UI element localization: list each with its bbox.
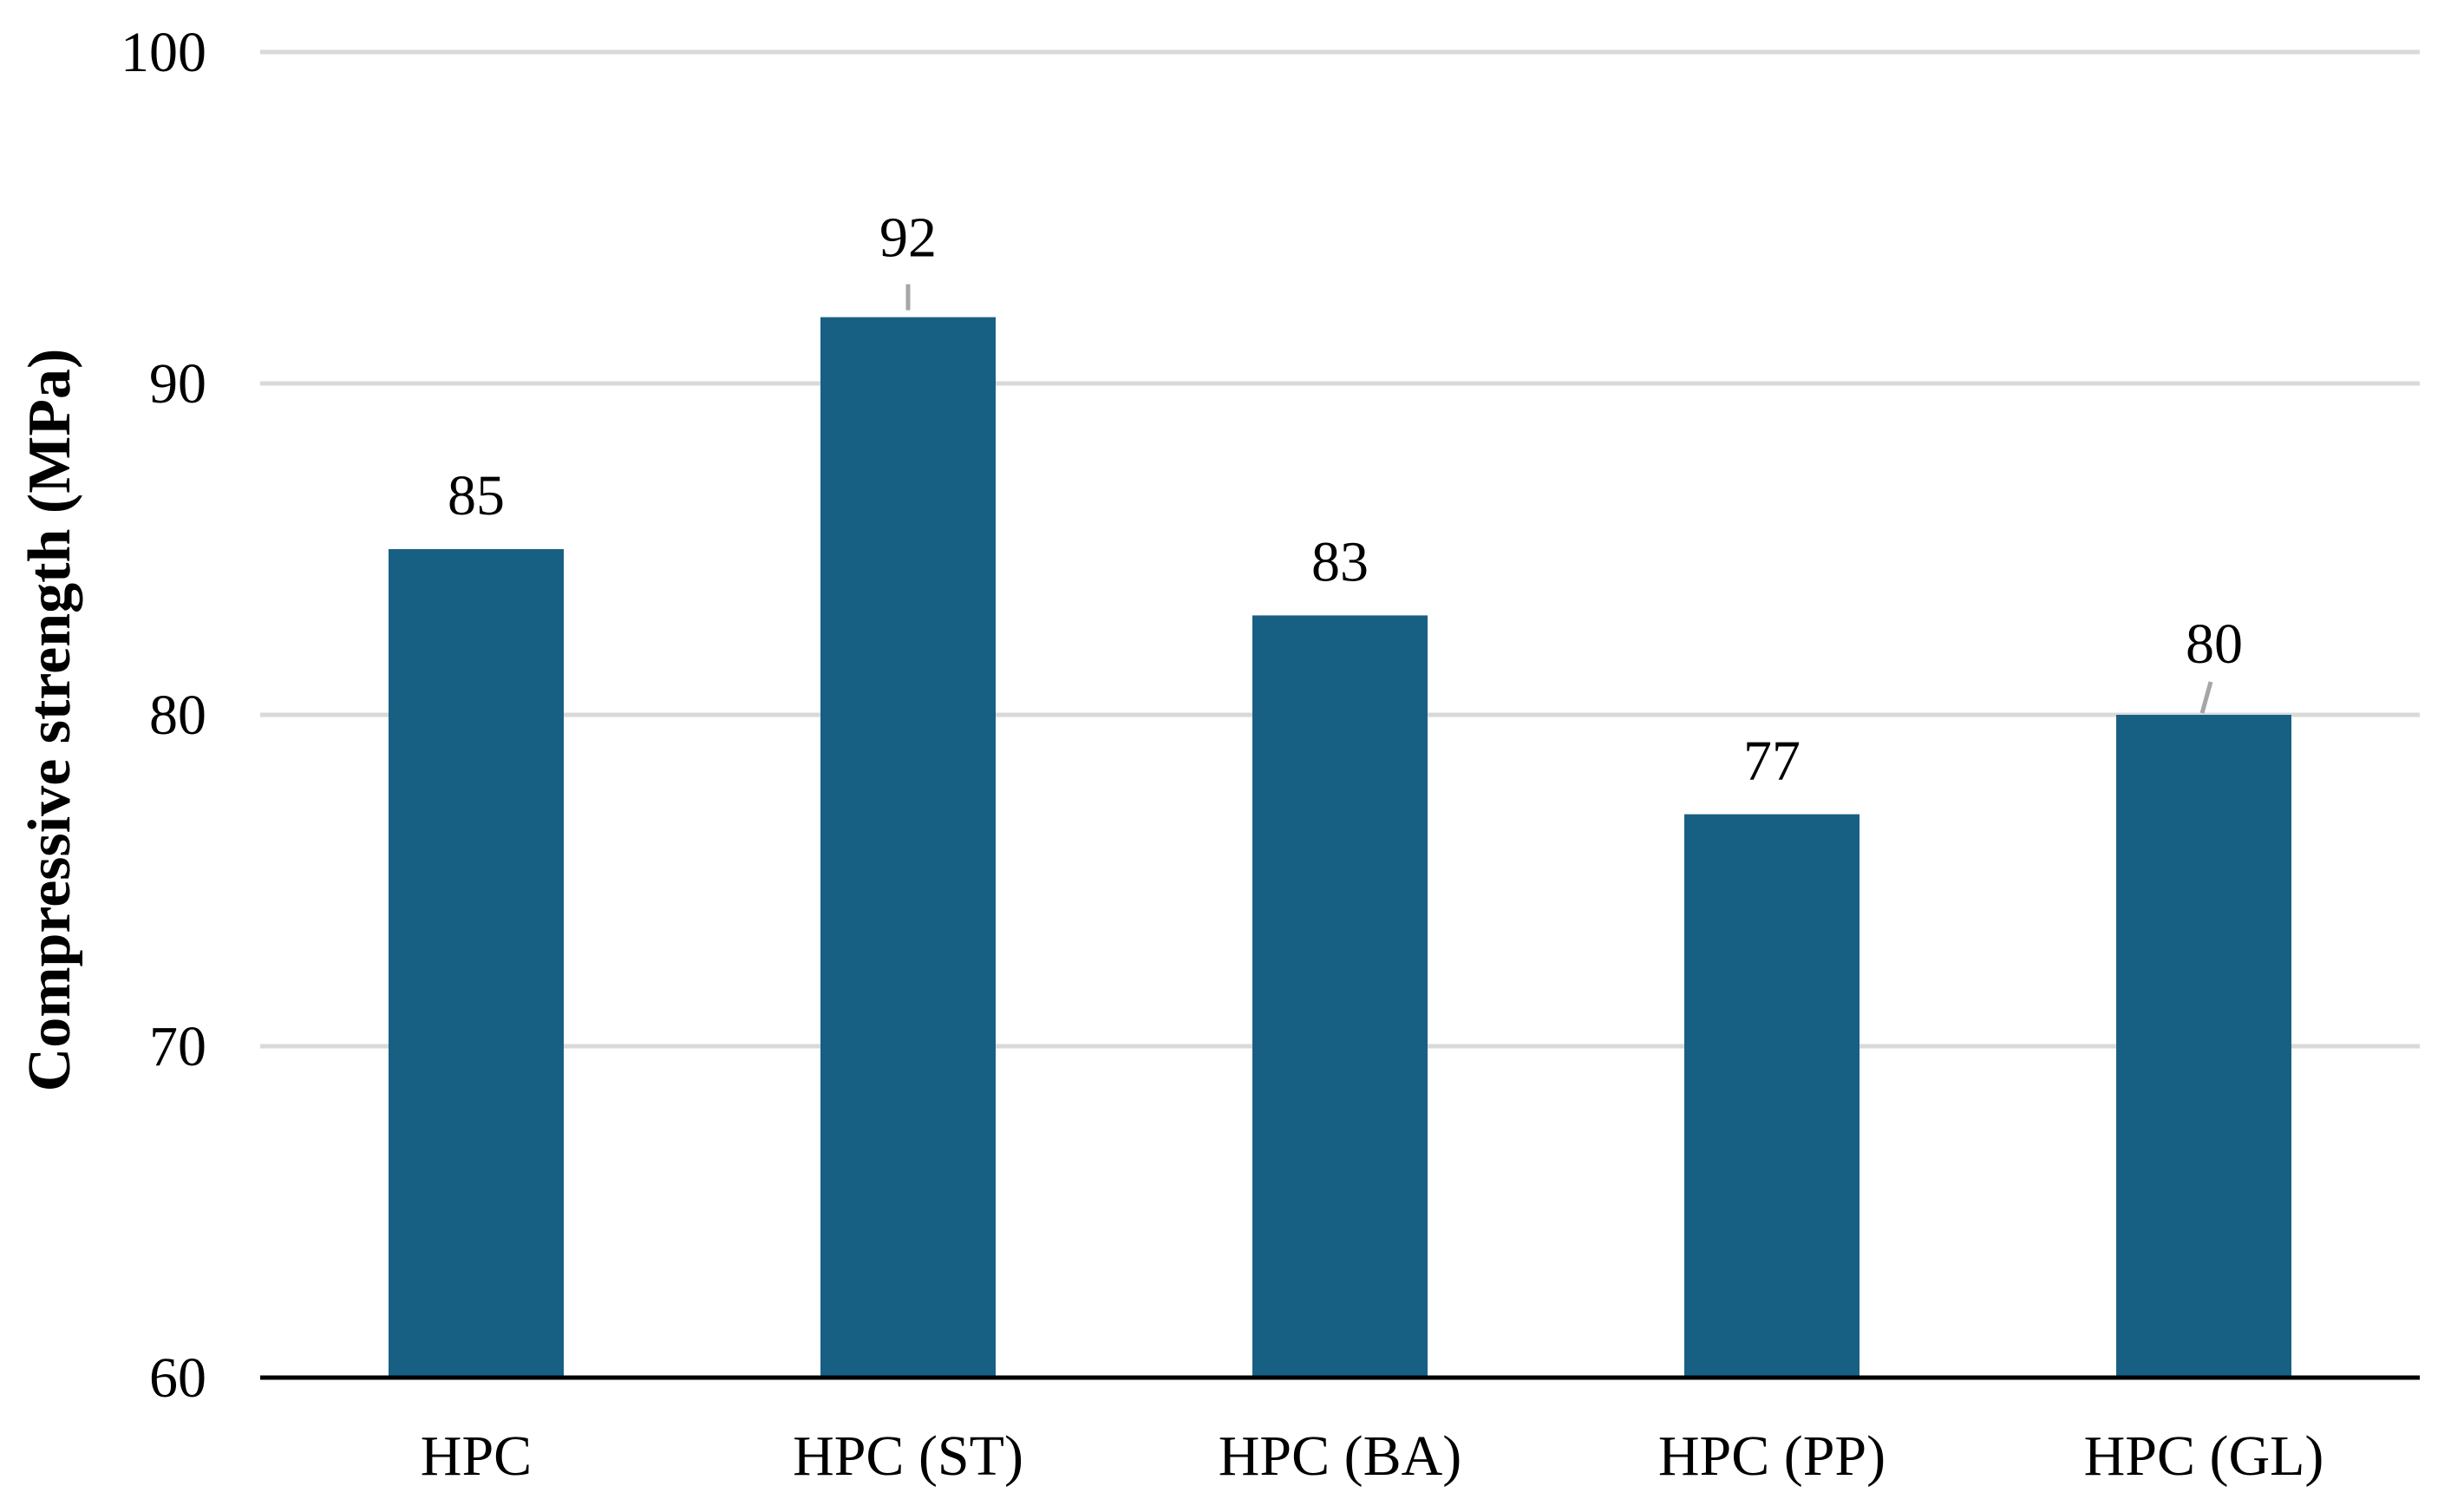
bar xyxy=(389,549,564,1378)
data-label: 83 xyxy=(1311,530,1369,593)
data-label-leader-line xyxy=(2199,681,2213,714)
y-tick-label: 70 xyxy=(149,1015,206,1078)
data-label: 80 xyxy=(2186,612,2243,676)
x-tick-labels: HPC HPC (ST) HPC (BA) HPC (PP) HPC (GL) xyxy=(421,1424,2324,1488)
y-tick-labels: 60 70 80 90 100 xyxy=(121,21,206,1410)
data-label: 85 xyxy=(448,464,505,527)
bar xyxy=(1252,615,1428,1378)
data-labels: 85 92 83 77 80 xyxy=(448,206,2243,793)
x-tick-label: HPC xyxy=(421,1424,532,1488)
x-tick-label: HPC (PP) xyxy=(1658,1424,1886,1488)
y-axis-title: Compressive strength (MPa) xyxy=(16,349,83,1092)
x-tick-label: HPC (GL) xyxy=(2084,1424,2324,1488)
data-label: 92 xyxy=(879,206,937,270)
y-tick-label: 80 xyxy=(149,684,206,747)
y-tick-label: 60 xyxy=(149,1346,206,1410)
bar xyxy=(2116,715,2291,1378)
bars xyxy=(389,317,2291,1378)
y-tick-label: 100 xyxy=(121,21,206,84)
x-tick-label: HPC (ST) xyxy=(793,1424,1023,1488)
x-tick-label: HPC (BA) xyxy=(1219,1424,1462,1488)
data-label: 77 xyxy=(1743,730,1801,793)
bar xyxy=(820,317,996,1378)
y-tick-label: 90 xyxy=(149,352,206,416)
bar xyxy=(1684,814,1859,1378)
